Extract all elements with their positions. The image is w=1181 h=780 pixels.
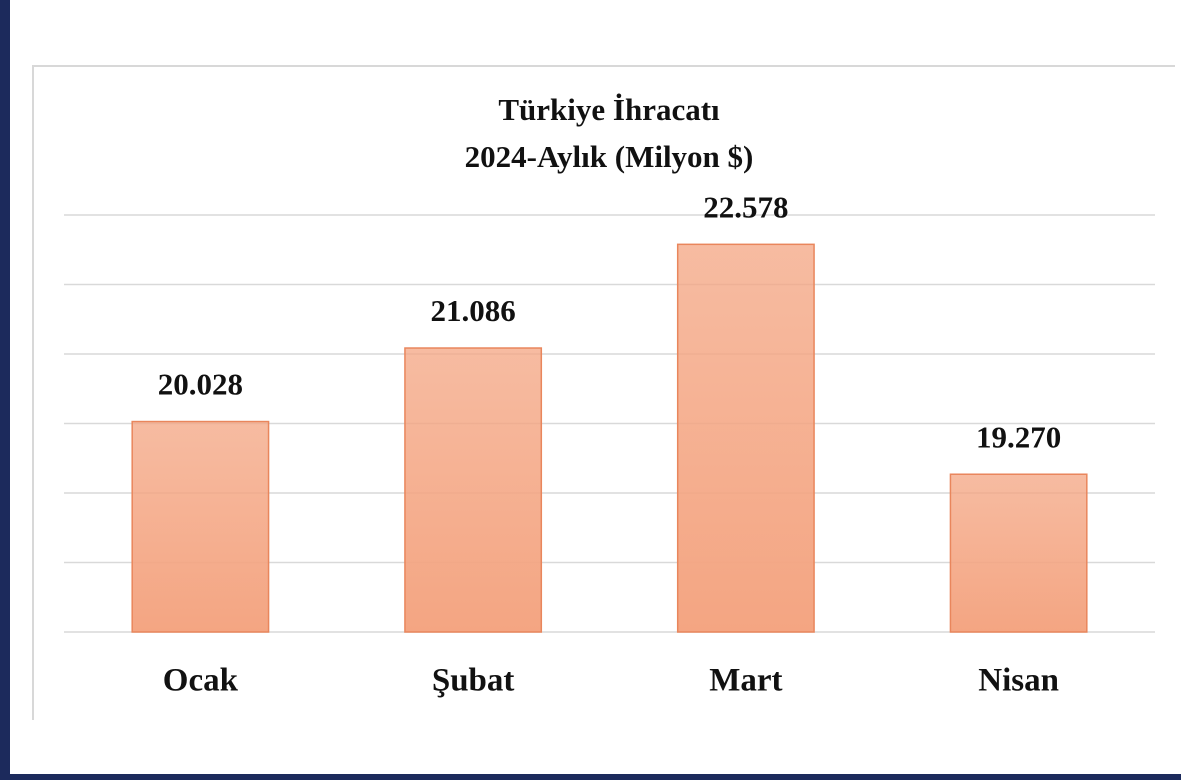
x-tick-label: Ocak <box>163 663 239 699</box>
bar <box>131 420 270 633</box>
bar <box>404 347 543 633</box>
bar <box>949 473 1088 633</box>
x-tick-label: Şubat <box>432 663 515 699</box>
chart-title: Türkiye İhracatı <box>498 92 720 127</box>
data-label: 21.086 <box>431 293 516 328</box>
bar <box>676 243 815 633</box>
x-tick-label: Mart <box>709 663 782 699</box>
data-label: 20.028 <box>158 367 243 402</box>
chart-frame <box>32 65 1175 720</box>
data-label: 19.270 <box>976 419 1061 454</box>
left-border <box>0 0 10 780</box>
data-label: 22.578 <box>703 189 788 224</box>
x-tick-label: Nisan <box>978 663 1059 699</box>
chart-subtitle: 2024-Aylık (Milyon $) <box>465 139 754 174</box>
bottom-border <box>0 774 1181 780</box>
